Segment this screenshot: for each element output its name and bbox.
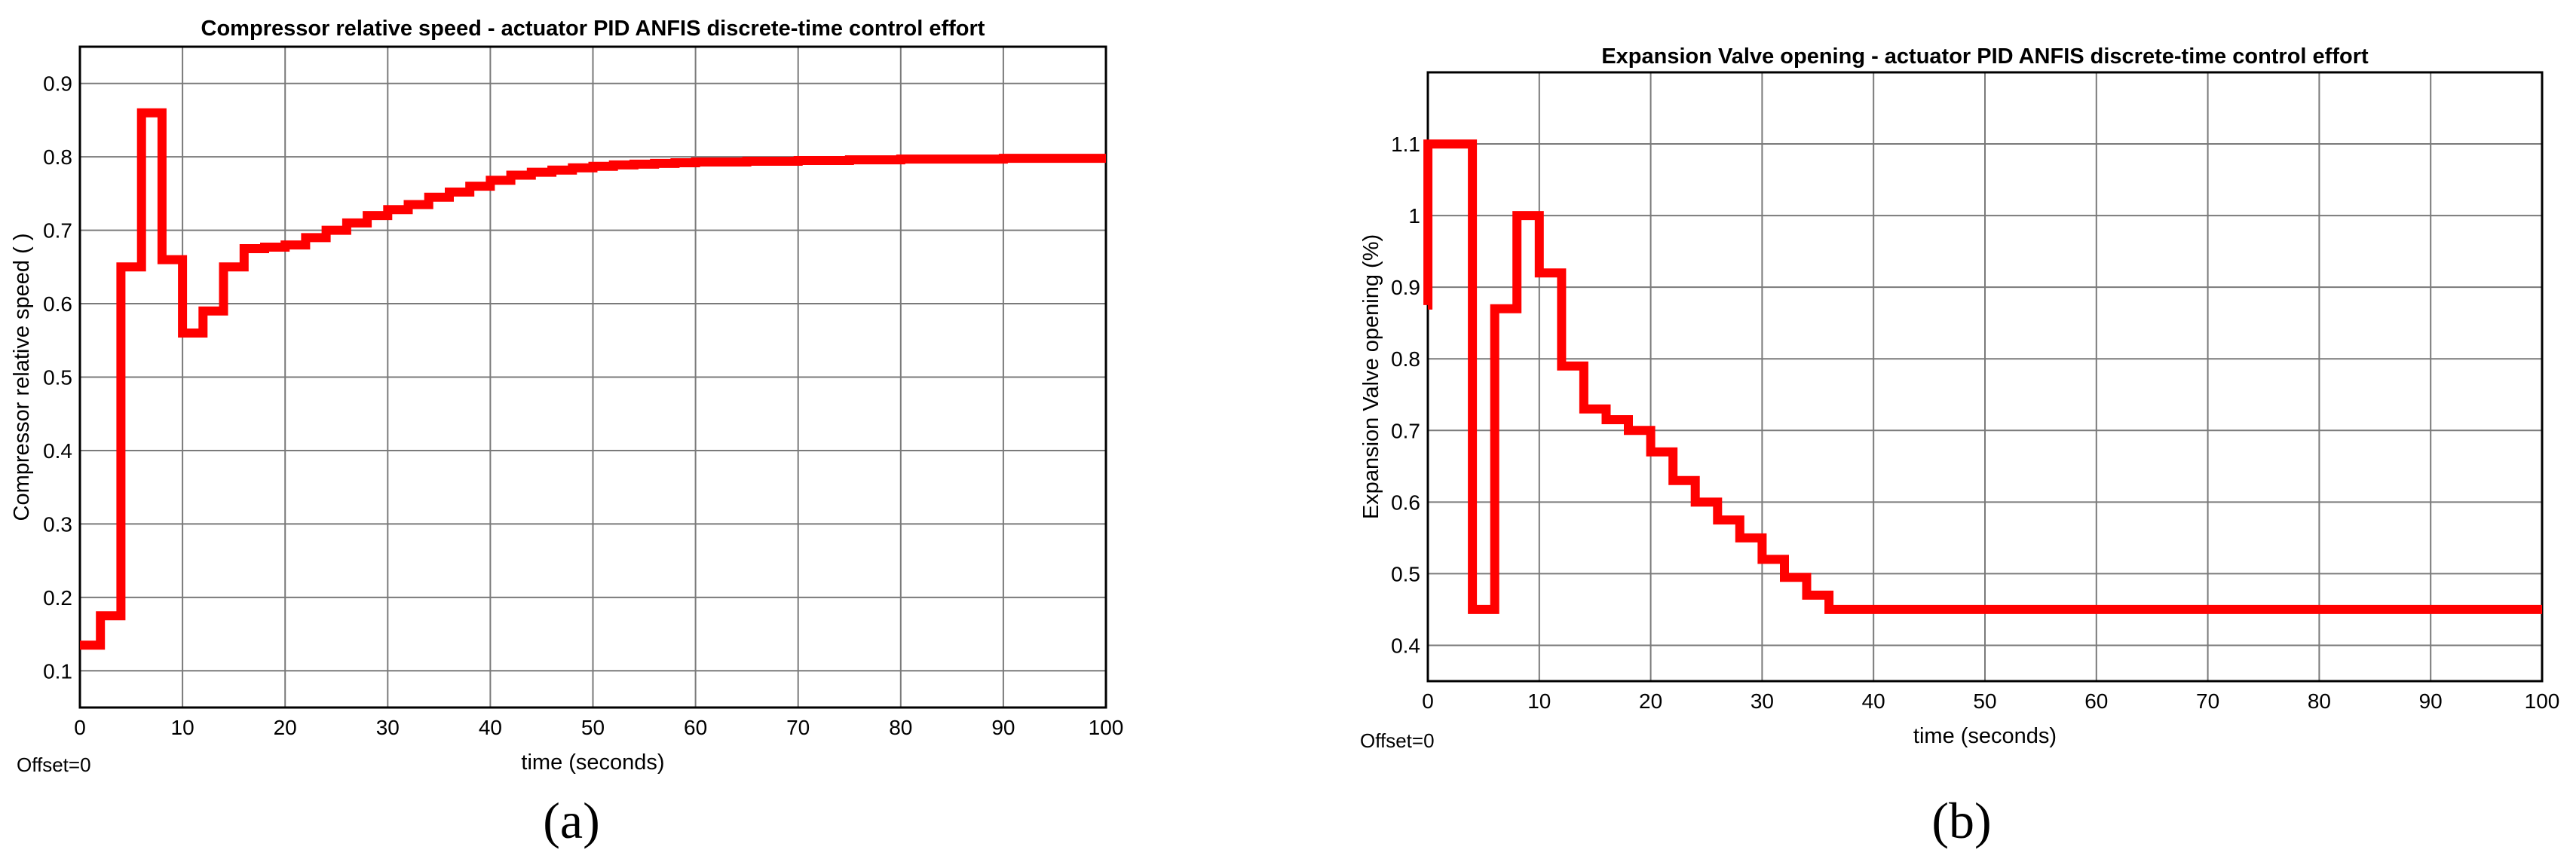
x-tick-label-a: 70 bbox=[786, 716, 810, 739]
x-tick-label-b: 90 bbox=[2419, 689, 2443, 713]
plot-area-a bbox=[78, 45, 1107, 709]
x-tick-label-b: 30 bbox=[1751, 689, 1774, 713]
chart-b: 0 10 20 30 40 50 60 70 80 90 100 0.40.50.60.70.80.… bbox=[1359, 44, 2559, 849]
y-tick-label-b: 0.8 bbox=[1391, 347, 1420, 371]
x-tick-label-b: 50 bbox=[1973, 689, 1996, 713]
x-tick-label-b: 10 bbox=[1527, 689, 1551, 713]
x-axis-label-b: time (seconds) bbox=[1913, 724, 2057, 748]
x-tick-label-b: 20 bbox=[1639, 689, 1662, 713]
grid-b bbox=[1428, 72, 2542, 681]
chart-a: 0 10 20 30 40 50 60 70 80 90 100 0.10.20.30.40.50.… bbox=[10, 17, 1123, 849]
x-tick-label-a: 30 bbox=[376, 716, 400, 739]
plot-area-b bbox=[1426, 71, 2544, 683]
x-tick-label-a: 0 bbox=[74, 716, 86, 739]
x-tick-label-a: 100 bbox=[1089, 716, 1124, 739]
x-tick-label-a: 20 bbox=[274, 716, 297, 739]
x-tick-labels-a: 0 10 20 30 40 50 60 70 80 90 100 bbox=[74, 716, 1123, 739]
offset-label-b: Offset=0 bbox=[1360, 729, 1435, 752]
x-tick-label-b: 0 bbox=[1422, 689, 1434, 713]
y-tick-label-a: 0.5 bbox=[43, 366, 72, 390]
y-tick-label-b: 0.5 bbox=[1391, 562, 1420, 585]
x-tick-label-a: 50 bbox=[581, 716, 605, 739]
y-axis-label-a: Compressor relative speed ( ) bbox=[10, 234, 34, 521]
y-tick-label-b: 0.4 bbox=[1391, 634, 1420, 657]
y-tick-labels-a: 0.1 0.2 0.3 0.4 0.5 0.6 0.7 0.8 0.9 bbox=[43, 72, 72, 683]
chart-title-b: Expansion Valve opening - actuator PID A… bbox=[1601, 44, 2369, 69]
x-tick-labels-b: 0 10 20 30 40 50 60 70 80 90 100 bbox=[1422, 689, 2559, 713]
chart-title-a: Compressor relative speed - actuator PID… bbox=[201, 17, 985, 41]
y-tick-label-a: 0.1 bbox=[43, 659, 72, 683]
series-line-b bbox=[1423, 139, 2542, 614]
x-tick-label-a: 40 bbox=[479, 716, 502, 739]
y-tick-label-a: 0.4 bbox=[43, 439, 72, 463]
x-tick-label-b: 100 bbox=[2525, 689, 2560, 713]
series-line-a bbox=[80, 108, 1106, 650]
grid-a bbox=[80, 47, 1106, 708]
panel-label-b: (b) bbox=[1931, 792, 1991, 849]
x-tick-label-b: 60 bbox=[2084, 689, 2108, 713]
y-tick-labels-b: 0.4 0.5 0.6 0.7 0.8 0.9 1 1.1 bbox=[1391, 133, 1420, 657]
x-tick-label-b: 80 bbox=[2308, 689, 2331, 713]
y-tick-label-b: 0.7 bbox=[1391, 419, 1420, 442]
y-tick-label-a: 0.6 bbox=[43, 292, 72, 316]
offset-label-a: Offset=0 bbox=[17, 753, 91, 776]
y-tick-label-b: 0.9 bbox=[1391, 276, 1420, 299]
y-tick-label-a: 0.8 bbox=[43, 145, 72, 169]
y-tick-label-b: 1 bbox=[1408, 204, 1420, 228]
panel-label-a: (a) bbox=[543, 792, 599, 849]
x-tick-label-b: 40 bbox=[1862, 689, 1885, 713]
x-tick-label-a: 80 bbox=[889, 716, 912, 739]
y-axis-label-b: Expansion Valve opening (%) bbox=[1359, 234, 1383, 519]
x-tick-label-a: 60 bbox=[684, 716, 707, 739]
y-tick-label-a: 0.3 bbox=[43, 512, 72, 536]
x-tick-label-a: 10 bbox=[171, 716, 195, 739]
y-tick-label-b: 1.1 bbox=[1391, 133, 1420, 156]
y-tick-label-a: 0.7 bbox=[43, 219, 72, 243]
x-axis-label-a: time (seconds) bbox=[521, 750, 664, 775]
x-tick-label-a: 90 bbox=[991, 716, 1015, 739]
y-tick-label-a: 0.9 bbox=[43, 72, 72, 96]
y-tick-label-b: 0.6 bbox=[1391, 491, 1420, 514]
x-tick-label-b: 70 bbox=[2196, 689, 2219, 713]
y-tick-label-a: 0.2 bbox=[43, 586, 72, 610]
